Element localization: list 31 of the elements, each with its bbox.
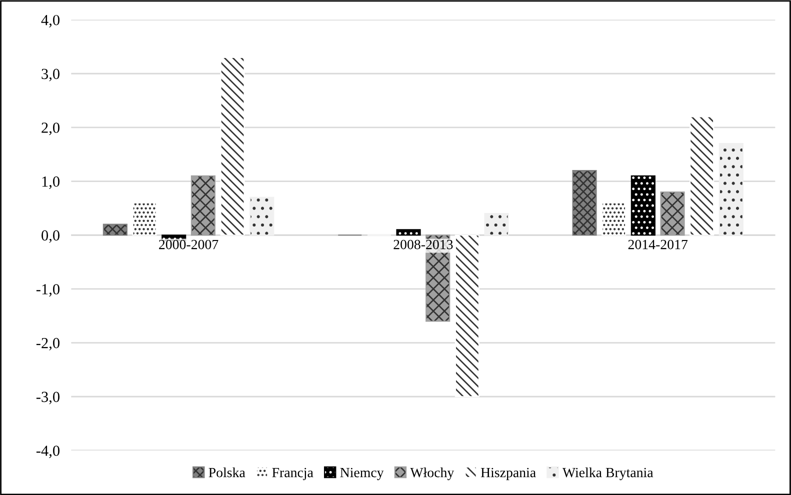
bar bbox=[602, 202, 626, 236]
bar bbox=[660, 192, 685, 236]
y-tick-label: -1,0 bbox=[36, 284, 60, 297]
x-tick-label: 2000-2007 bbox=[159, 240, 218, 250]
legend-label: Hiszpania bbox=[480, 468, 536, 480]
legend-label: Polska bbox=[208, 467, 246, 478]
bar bbox=[132, 202, 157, 236]
legend-label: Wielka Brytania bbox=[562, 467, 654, 480]
x-tick-label: 2014-2017 bbox=[628, 240, 688, 250]
y-tick-label: 0,0 bbox=[42, 230, 60, 243]
legend-label: Niemcy bbox=[340, 468, 384, 480]
bar bbox=[190, 175, 216, 236]
bar bbox=[630, 175, 656, 236]
y-tick-label: 1,0 bbox=[42, 176, 60, 189]
bar bbox=[690, 116, 714, 236]
legend-label: Francja bbox=[272, 468, 314, 480]
y-tick-label: -3,0 bbox=[36, 392, 60, 404]
legend-label: Włochy bbox=[410, 467, 454, 480]
bar bbox=[102, 224, 128, 236]
y-tick-label: -2,0 bbox=[36, 338, 60, 350]
bar bbox=[484, 213, 509, 236]
y-tick-label: -4,0 bbox=[36, 446, 60, 458]
bar bbox=[220, 56, 245, 236]
y-tick-label: 2,0 bbox=[42, 122, 60, 136]
x-tick-label: 2008-2013 bbox=[394, 240, 453, 250]
bar bbox=[250, 196, 274, 236]
y-tick-label: 3,0 bbox=[42, 68, 60, 82]
y-tick-label: 4,0 bbox=[41, 14, 60, 28]
bar bbox=[572, 170, 597, 236]
bar bbox=[396, 229, 421, 236]
bar bbox=[718, 143, 744, 236]
